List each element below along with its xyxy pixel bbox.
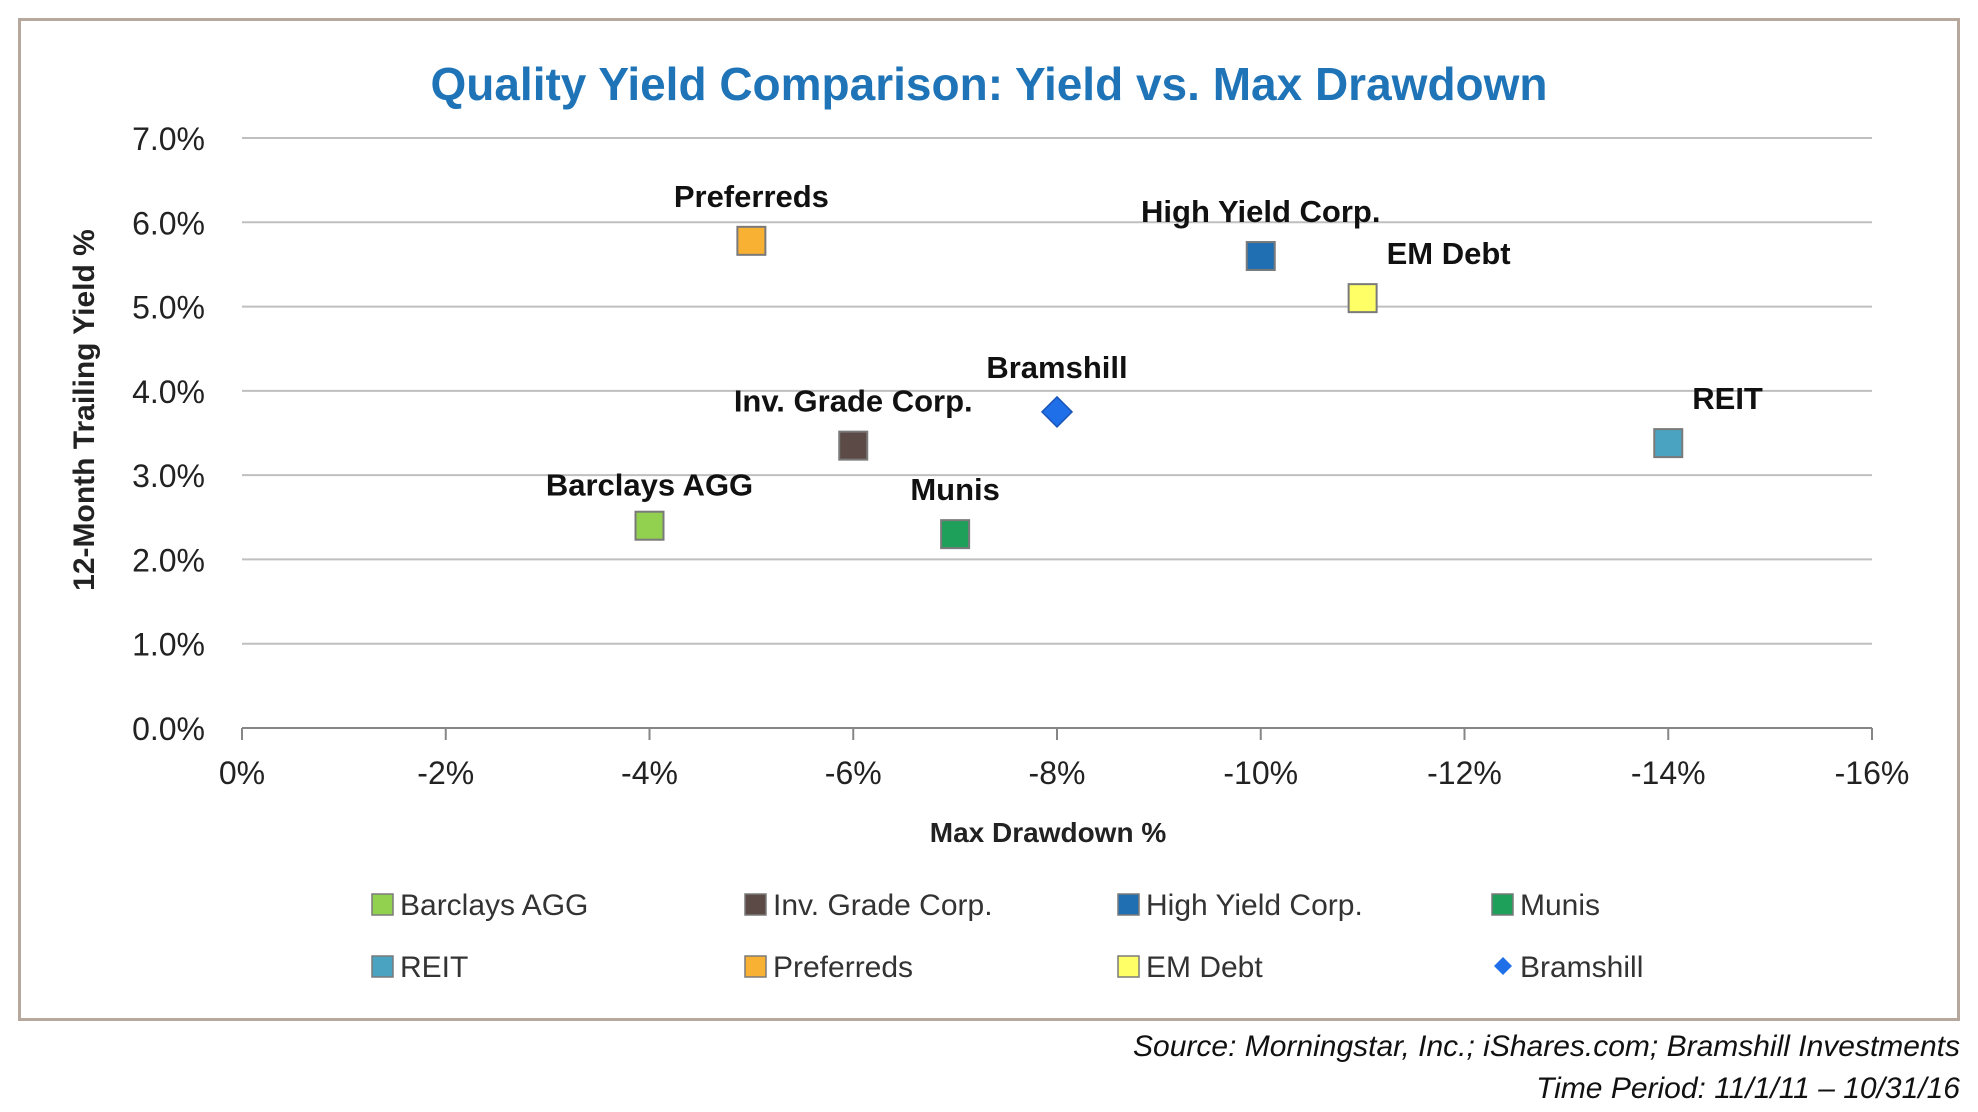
legend-label: High Yield Corp. [1146,889,1363,922]
data-point-munis [940,519,971,550]
legend-marker [371,955,394,978]
y-axis-label: 12-Month Trailing Yield % [68,229,101,591]
y-tick-label: 6.0% [132,205,205,241]
legend-label: Inv. Grade Corp. [773,889,993,922]
legend-marker [1494,957,1512,975]
data-point-reit [1653,428,1684,459]
data-label: Preferreds [674,179,829,214]
legend-marker [1117,893,1140,916]
data-point-preferreds [736,225,767,256]
legend-label: Preferreds [773,951,913,984]
legend-marker [1117,955,1140,978]
chart-frame [18,18,1960,1021]
x-tick-label: -14% [1631,755,1706,791]
data-point-barclays-agg [634,510,665,541]
data-label: High Yield Corp. [1141,194,1380,229]
y-tick-label: 1.0% [132,627,205,663]
x-tick-label: -16% [1835,755,1910,791]
y-tick-label: 5.0% [132,290,205,326]
x-axis-label: Max Drawdown % [930,817,1167,848]
x-tick-label: -12% [1427,755,1502,791]
x-tick-label: -10% [1223,755,1298,791]
data-point-em-debt [1347,283,1378,314]
legend-label: EM Debt [1146,951,1263,984]
legend-label: Munis [1520,889,1600,922]
legend-marker [744,893,767,916]
x-tick-label: -2% [417,755,474,791]
scatter-chart: Quality Yield Comparison: Yield vs. Max … [68,58,1910,984]
source-note: Source: Morningstar, Inc.; iShares.com; … [1133,1030,1960,1063]
chart-title: Quality Yield Comparison: Yield vs. Max … [430,58,1547,110]
y-tick-label: 0.0% [132,711,205,747]
data-label: Munis [910,472,1000,507]
legend-marker [371,893,394,916]
data-label: Barclays AGG [546,468,753,503]
y-tick-label: 3.0% [132,458,205,494]
x-tick-label: -8% [1029,755,1086,791]
y-tick-label: 2.0% [132,542,205,578]
data-point-inv-grade-corp- [838,430,869,461]
data-point-high-yield-corp- [1245,241,1276,271]
data-label: Bramshill [986,350,1127,385]
data-label: EM Debt [1387,236,1511,271]
legend-label: Bramshill [1520,951,1643,984]
data-label: Inv. Grade Corp. [734,384,973,419]
x-tick-label: -6% [825,755,882,791]
legend-label: Barclays AGG [400,889,588,922]
y-tick-label: 7.0% [132,121,205,157]
time-period-note: Time Period: 11/1/11 – 10/31/16 [1536,1072,1960,1105]
legend-marker [744,955,767,978]
y-tick-label: 4.0% [132,374,205,410]
data-point-bramshill [1040,395,1074,428]
x-tick-label: -4% [621,755,678,791]
legend-label: REIT [400,951,468,984]
legend-marker [1491,893,1514,916]
data-label: REIT [1692,381,1763,416]
x-tick-label: 0% [219,755,265,791]
